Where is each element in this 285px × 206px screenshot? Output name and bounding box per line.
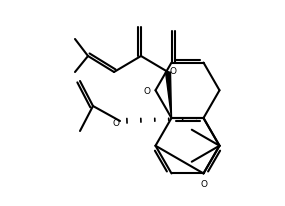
Text: O: O [200,179,207,188]
Text: O: O [170,66,176,75]
Text: O: O [113,119,119,128]
Polygon shape [166,73,172,118]
Text: O: O [144,86,151,95]
